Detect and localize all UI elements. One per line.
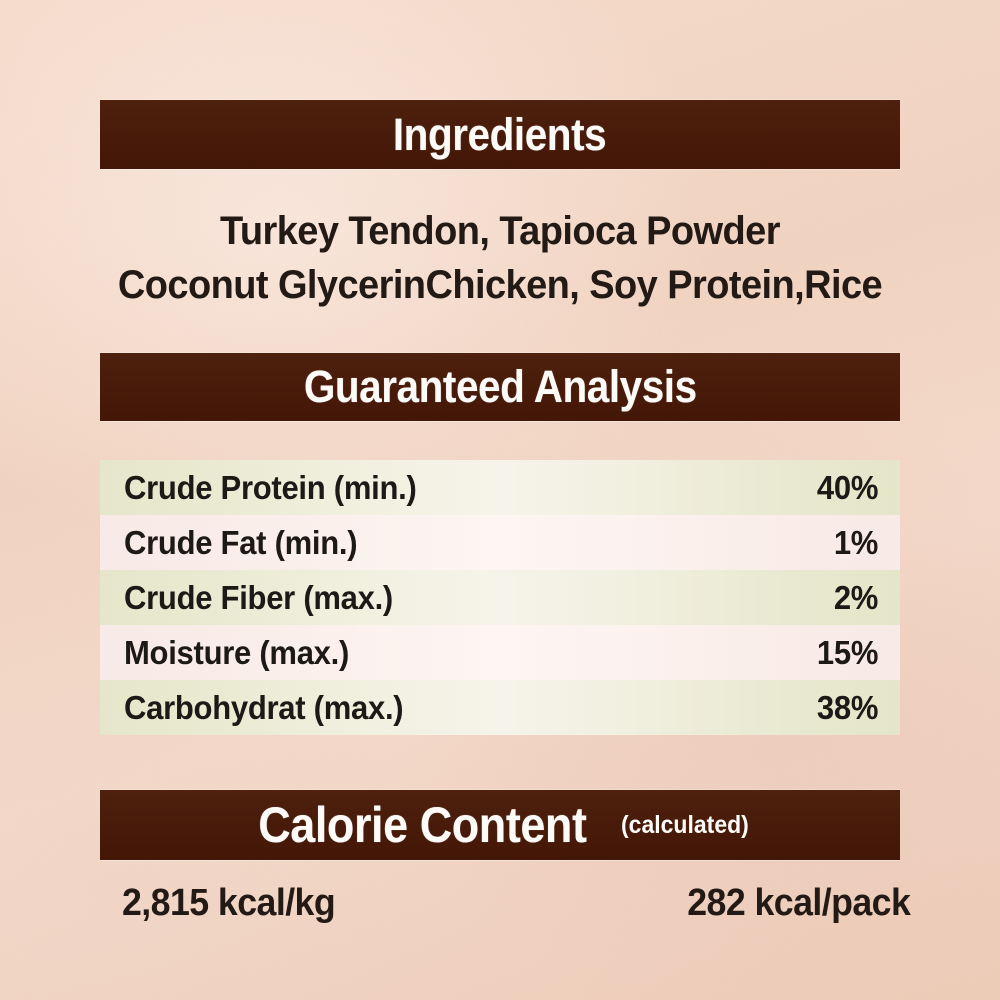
nutrient-label: Crude Fiber (max.) (124, 578, 393, 616)
table-row: Crude Fat (min.) 1% (100, 515, 900, 570)
nutrient-label: Moisture (max.) (124, 633, 350, 671)
ingredients-header-bar: Ingredients (100, 100, 900, 169)
guaranteed-analysis-header-bar: Guaranteed Analysis (100, 353, 900, 421)
nutrient-value: 1% (833, 523, 879, 561)
ingredients-line-1: Turkey Tendon, Tapioca Powder (220, 209, 780, 253)
nutrient-label: Crude Protein (min.) (124, 468, 417, 506)
nutrient-value: 15% (816, 633, 879, 671)
guaranteed-analysis-heading: Guaranteed Analysis (303, 361, 697, 412)
calorie-content-header-bar: Calorie Content (calculated) (100, 790, 900, 860)
calorie-content-heading: Calorie Content (258, 797, 587, 853)
table-row: Moisture (max.) 15% (100, 625, 900, 680)
ingredients-heading: Ingredients (393, 108, 607, 160)
guaranteed-analysis-table: Crude Protein (min.) 40% Crude Fat (min.… (100, 460, 900, 735)
ingredients-text: Turkey Tendon, Tapioca Powder Coconut Gl… (40, 205, 960, 312)
table-row: Crude Protein (min.) 40% (100, 460, 900, 515)
nutrient-value: 38% (816, 688, 879, 726)
table-row: Crude Fiber (max.) 2% (100, 570, 900, 625)
calorie-calculated-note: (calculated) (620, 810, 749, 839)
nutrient-label: Crude Fat (min.) (124, 523, 358, 561)
ingredients-line-2: Coconut GlycerinChicken, Soy Protein,Ric… (117, 262, 883, 307)
calories-per-pack: 282 kcal/pack (686, 882, 911, 924)
nutrient-label: Carbohydrat (max.) (124, 688, 404, 726)
nutrient-value: 40% (816, 468, 879, 506)
nutrient-value: 2% (833, 578, 879, 616)
table-row: Carbohydrat (max.) 38% (100, 680, 900, 735)
calorie-values-row: 2,815 kcal/kg 282 kcal/pack (100, 882, 920, 925)
calories-per-kg: 2,815 kcal/kg (122, 882, 336, 924)
